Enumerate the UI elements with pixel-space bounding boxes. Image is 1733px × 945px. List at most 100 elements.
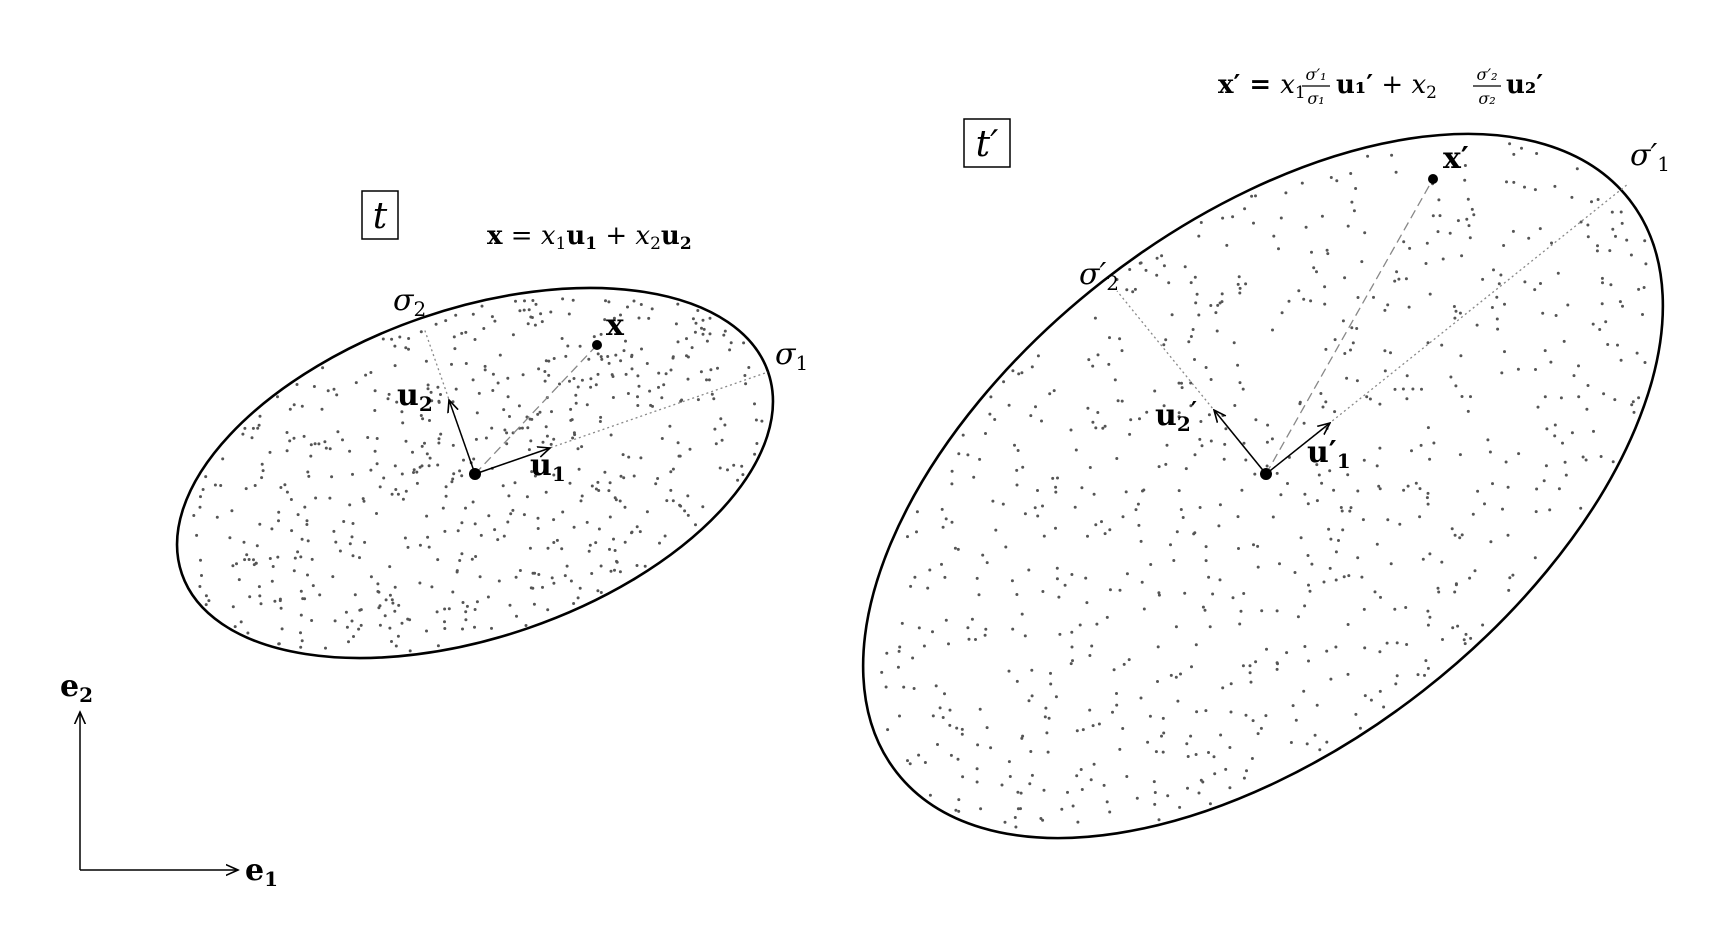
sample-point: [744, 382, 748, 386]
sample-point: [696, 309, 700, 312]
sample-point: [1054, 485, 1058, 489]
sample-point: [198, 585, 202, 588]
sample-point: [590, 572, 594, 575]
sample-point: [248, 595, 252, 599]
sample-point: [622, 476, 626, 480]
sample-point: [460, 331, 464, 335]
sample-point: [587, 357, 591, 361]
sample-point: [603, 470, 607, 474]
sample-point: [597, 527, 601, 531]
sample-point: [1604, 320, 1608, 324]
sample-point: [419, 330, 423, 334]
sample-point: [1460, 533, 1464, 537]
sample-point: [960, 727, 964, 731]
sample-point: [1395, 674, 1399, 678]
sample-point: [705, 339, 709, 343]
sample-point: [464, 330, 468, 334]
sample-point: [1305, 742, 1309, 746]
sample-point: [509, 512, 513, 516]
sample-point: [1213, 772, 1217, 776]
sample-point: [1378, 650, 1382, 654]
sample-point: [1093, 316, 1097, 320]
sample-point: [443, 529, 447, 533]
sample-point: [1511, 573, 1515, 577]
sample-point: [760, 419, 764, 423]
sample-point: [1570, 431, 1574, 435]
sample-point: [613, 496, 617, 500]
right-u1-arrow: [1265, 423, 1330, 475]
sample-point: [1040, 419, 1043, 423]
sample-point: [552, 518, 556, 522]
sample-point: [1431, 214, 1435, 218]
sample-point: [1572, 374, 1576, 378]
sample-point: [425, 514, 429, 518]
sample-point: [292, 569, 296, 573]
sample-point: [1207, 575, 1211, 579]
sample-point: [560, 547, 564, 551]
sample-point: [599, 564, 603, 568]
sample-point: [1000, 783, 1004, 787]
sample-point: [1538, 227, 1542, 231]
sample-point: [1240, 488, 1244, 492]
sample-point: [1317, 473, 1321, 477]
sample-point: [1508, 576, 1512, 580]
sample-point: [961, 775, 965, 779]
sample-point: [1472, 213, 1476, 217]
sample-point: [976, 743, 980, 747]
sample-point: [1154, 750, 1158, 754]
sample-point: [285, 449, 289, 453]
sample-point: [1242, 592, 1246, 595]
sample-point: [1315, 270, 1318, 274]
sample-point: [434, 322, 438, 326]
sample-point: [348, 503, 352, 507]
sample-point: [1127, 658, 1131, 662]
sample-point: [678, 454, 682, 458]
sample-point: [1303, 645, 1307, 648]
sample-point: [699, 370, 703, 374]
sample-point: [1157, 818, 1161, 822]
sample-point: [1310, 250, 1313, 254]
sample-point: [544, 490, 548, 494]
sample-point: [1441, 257, 1445, 261]
sample-point: [957, 452, 961, 456]
sample-point: [984, 432, 987, 435]
sample-point: [1436, 230, 1440, 234]
sample-point: [1199, 221, 1203, 224]
sample-point: [928, 568, 932, 572]
sample-point: [306, 470, 310, 474]
sample-point: [898, 714, 901, 718]
sample-point: [1020, 736, 1024, 740]
sample-point: [1248, 671, 1252, 675]
sample-point: [657, 371, 661, 375]
sample-point: [1348, 509, 1352, 513]
sample-point: [528, 546, 532, 550]
sample-point: [1637, 287, 1641, 291]
sample-point: [753, 402, 756, 406]
sample-point: [1505, 180, 1508, 184]
sample-point: [490, 426, 494, 430]
sample-point: [261, 469, 265, 473]
sample-point: [1049, 682, 1053, 686]
right-x-label: x′: [1443, 141, 1469, 176]
sample-point: [1356, 296, 1360, 299]
sample-point: [1469, 636, 1473, 640]
sample-point: [451, 443, 455, 447]
sample-point: [1169, 543, 1172, 547]
sample-point: [395, 400, 399, 404]
sample-point: [1315, 499, 1319, 503]
sample-point: [917, 753, 921, 757]
sample-point: [230, 509, 234, 513]
sample-point: [1465, 217, 1469, 221]
sample-point: [539, 312, 543, 316]
sample-point: [701, 318, 705, 322]
sample-point: [1204, 709, 1208, 713]
sample-point: [580, 494, 584, 498]
sample-point: [390, 640, 393, 643]
sample-point: [552, 357, 556, 360]
sample-point: [1169, 673, 1173, 677]
sample-point: [1179, 508, 1183, 511]
sample-point: [1015, 593, 1019, 596]
sample-point: [373, 409, 377, 412]
sample-point: [1071, 659, 1074, 663]
sample-point: [420, 444, 424, 448]
